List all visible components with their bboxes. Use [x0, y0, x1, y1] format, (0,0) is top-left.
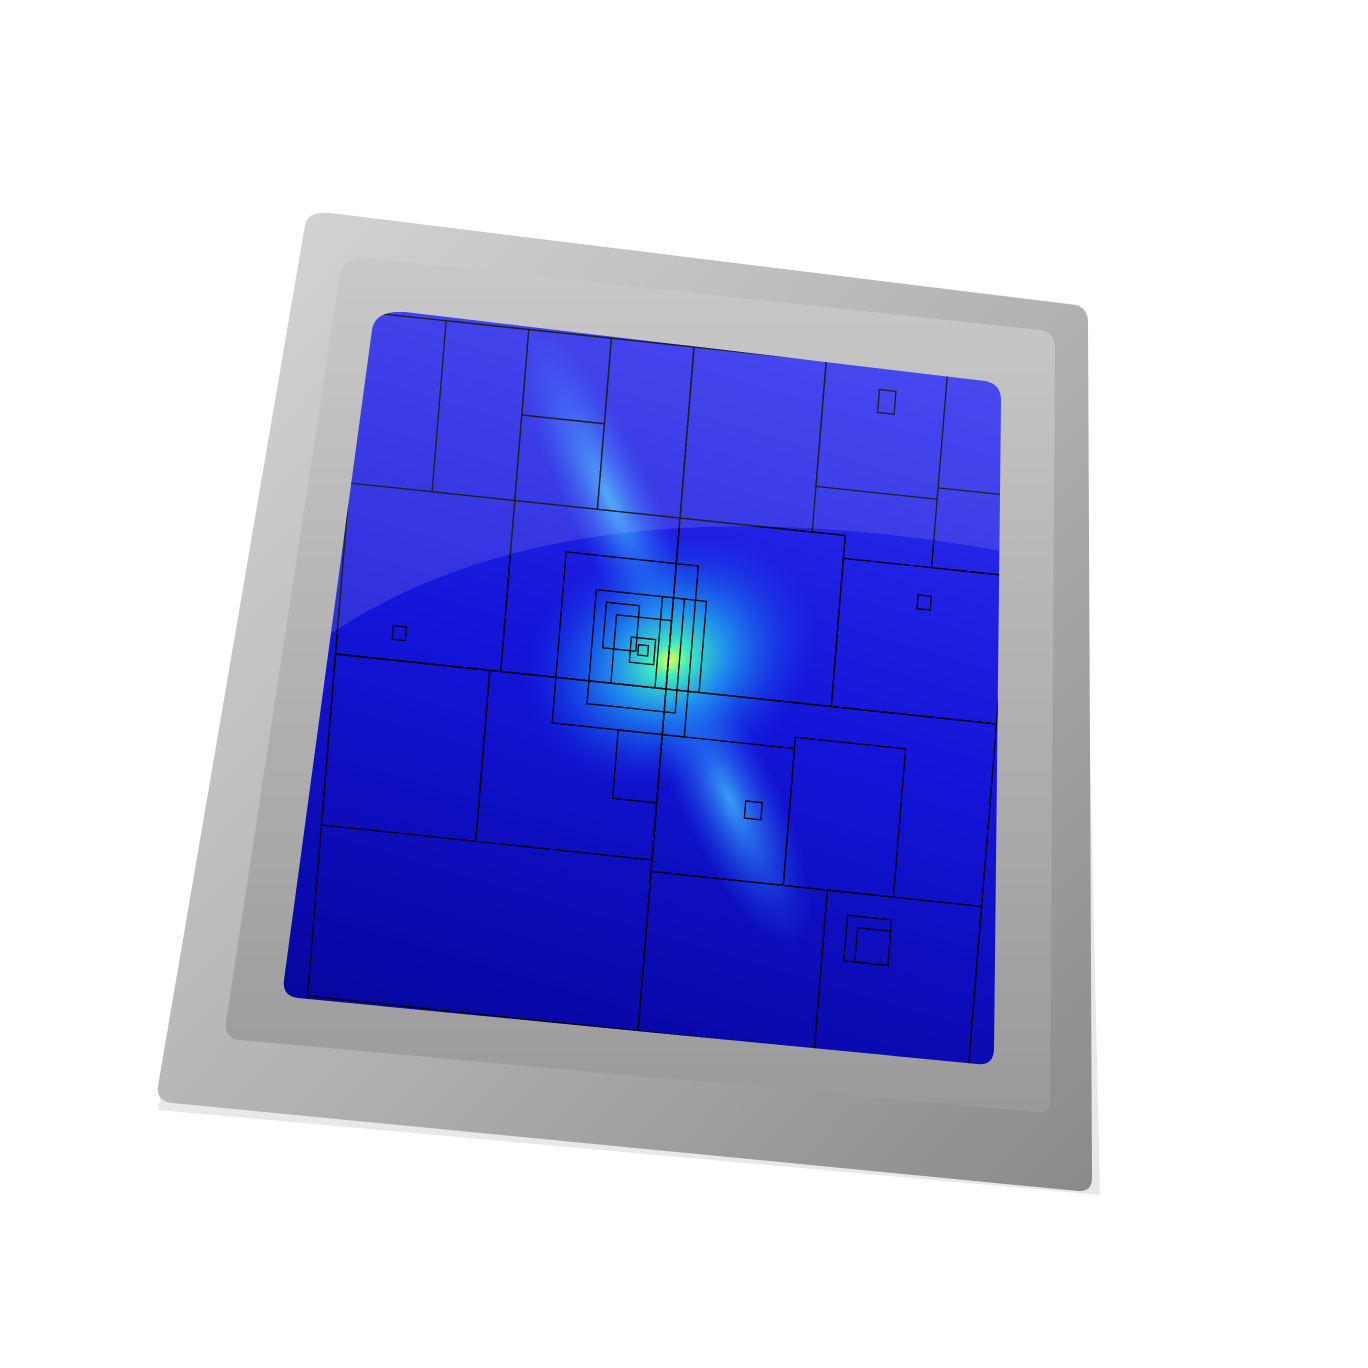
screen [283, 311, 1001, 1065]
